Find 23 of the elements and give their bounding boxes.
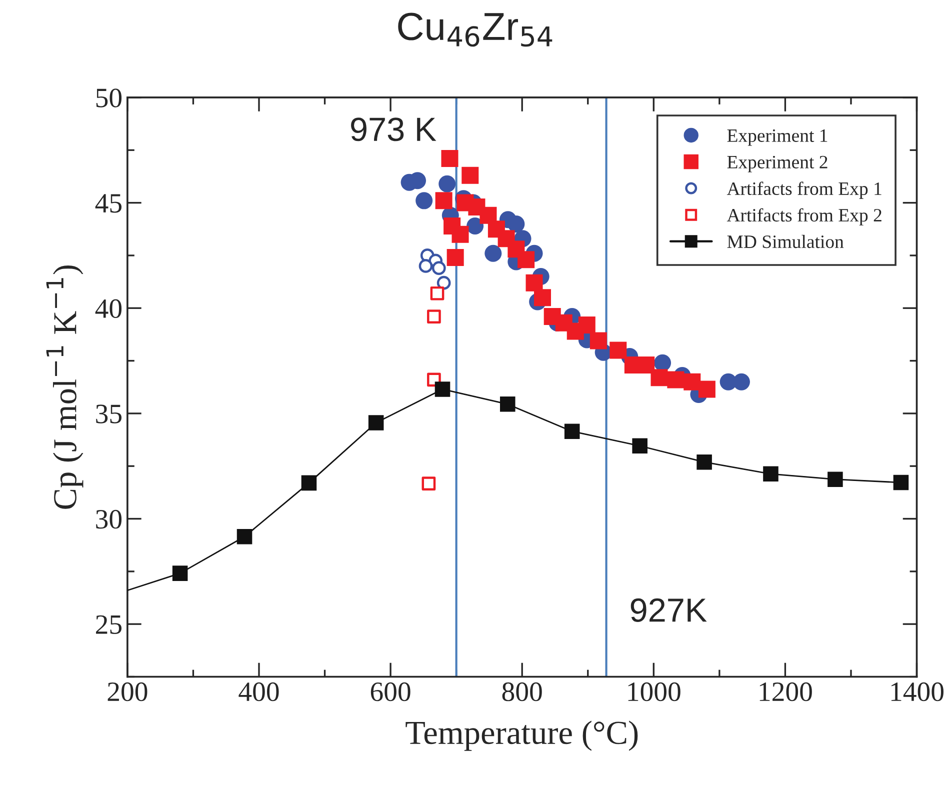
x-tick-label: 200 (108, 682, 148, 702)
legend-label: Artifacts from Exp 1 (726, 182, 882, 199)
legend-label: MD Simulation (727, 234, 844, 248)
legend-label: Artifacts from Exp 2 (726, 208, 882, 226)
x-tick-label: 1200 (760, 682, 812, 702)
x-axis-title: Temperature (°C) (406, 720, 638, 751)
x-tick-label: 600 (370, 682, 410, 702)
legend-label: Experiment 2 (727, 156, 828, 172)
ref-line-label: 927K (630, 598, 707, 622)
chart-title: Cu$_{46}$Zr$_{54}$ (398, 12, 552, 47)
y-tick-label: 30 (96, 510, 122, 529)
x-tick-label: 400 (238, 682, 279, 702)
y-tick-label: 35 (96, 404, 122, 424)
x-tick-label: 1400 (891, 682, 944, 702)
y-tick-label: 40 (95, 299, 122, 318)
y-tick-label: 50 (96, 88, 122, 108)
legend-label: Experiment 1 (727, 129, 828, 146)
x-tick-label: 800 (502, 682, 542, 702)
y-axis-title: Cp (J mol$^{−1}$ K$^{−1}$) (46, 265, 84, 509)
y-tick-label: 25 (96, 615, 122, 634)
x-tick-label: 1000 (628, 682, 680, 702)
ref-line-label: 973 K (351, 118, 436, 142)
y-tick-label: 45 (95, 194, 122, 213)
